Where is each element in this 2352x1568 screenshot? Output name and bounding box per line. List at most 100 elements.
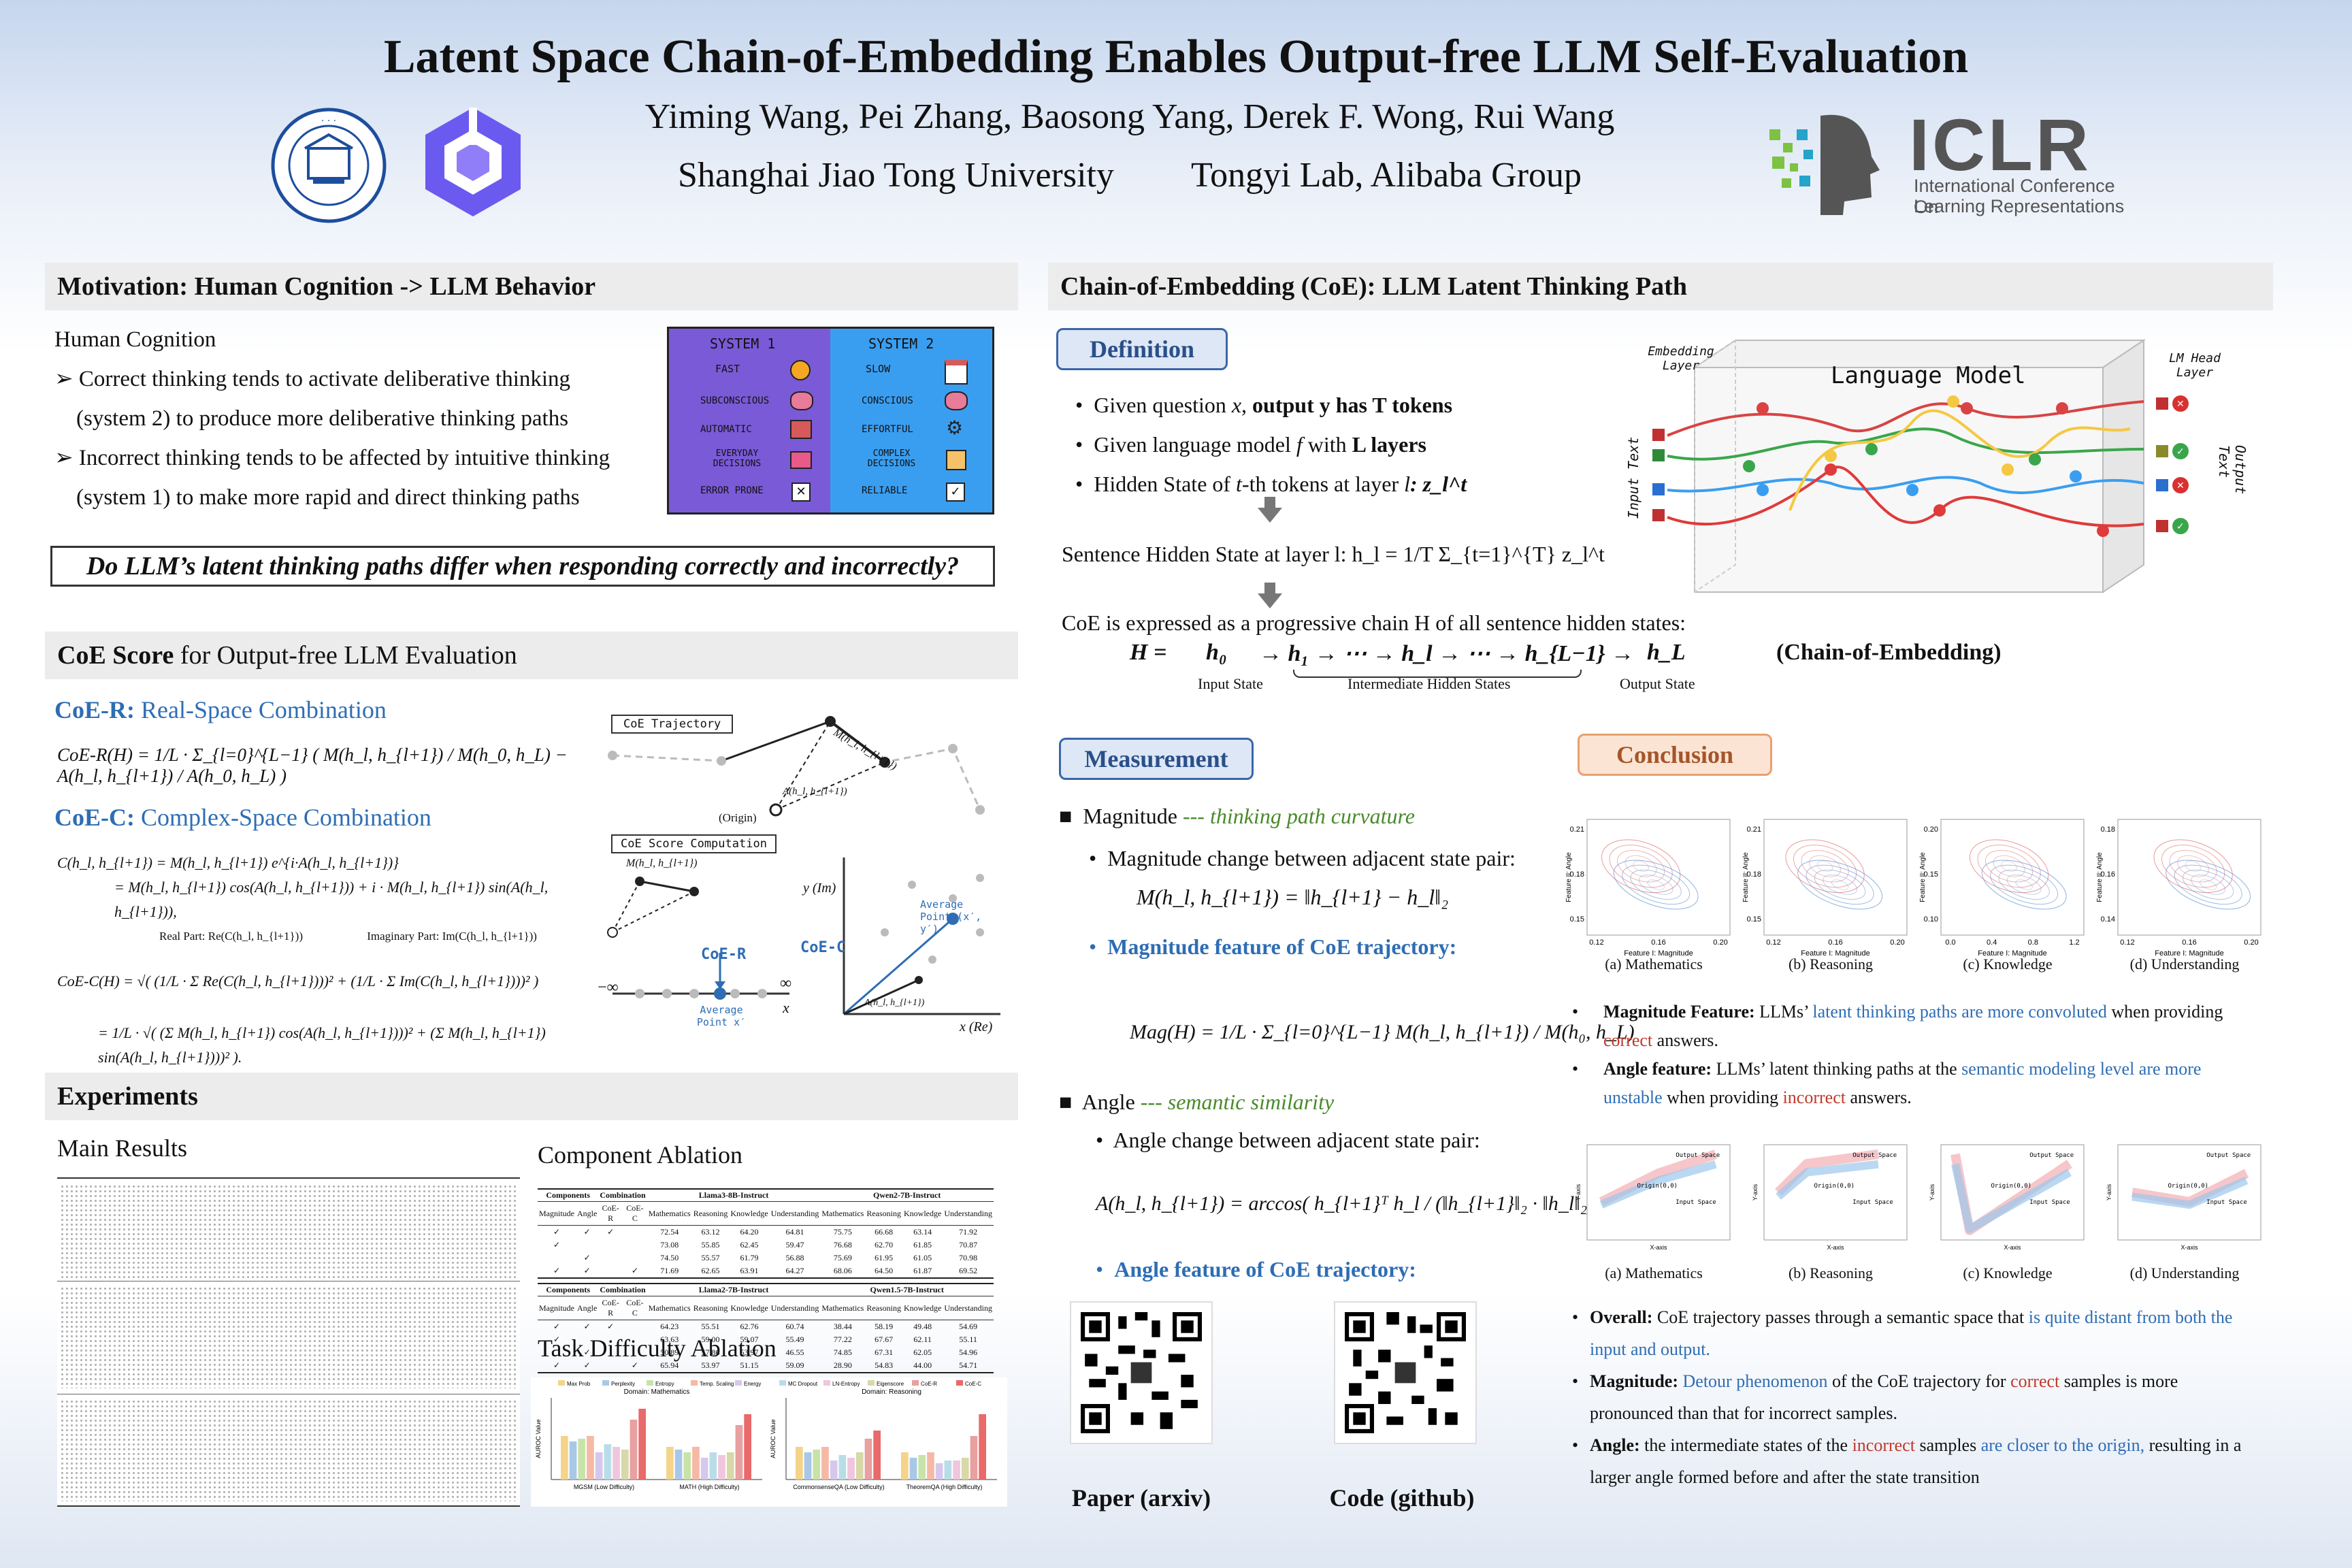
abl-cell: 62.05: [913, 1348, 932, 1357]
abl-subheader: Knowledge: [902, 1296, 943, 1320]
legend-label: Temp. Scaling: [700, 1381, 734, 1387]
square-bullet-icon-2: ■: [1059, 1090, 1073, 1114]
bar-category-label: CommonsenseQA (Low Difficulty): [793, 1484, 884, 1490]
bar: [970, 1436, 978, 1480]
abl-subheader: Knowledge: [729, 1201, 770, 1226]
abl-head-model-1: Llama3-8B-Instruct: [647, 1189, 821, 1202]
abl-cell: 51.15: [740, 1360, 759, 1370]
abl-cell: 54.83: [875, 1360, 894, 1370]
kde-contour-red: [1609, 845, 1673, 888]
bullet-incorrect-thinking-cont: (system 1) to make more rapid and direct…: [76, 485, 580, 510]
abl-cell: 71.92: [959, 1227, 978, 1237]
kde-contour-blue: [1630, 869, 1682, 900]
magnitude-feature-formula: Mag(H) = 1/L · Σ_{l=0}^{L−1} M(h_l, h_{l…: [1130, 1021, 1635, 1043]
bar: [855, 1452, 864, 1480]
code-label[interactable]: Code (github): [1329, 1484, 1475, 1512]
kde-contour-blue: [2199, 879, 2217, 890]
plane-a-label: A(h_l, h_{l+1}): [864, 998, 925, 1008]
bar: [847, 1458, 855, 1480]
traj-xlabel: X-axis: [1650, 1244, 1667, 1251]
abl-cell: 53.97: [740, 1348, 759, 1357]
experiments-header: Experiments: [45, 1073, 1018, 1120]
abl-subheader: Mathematics: [820, 1201, 866, 1226]
bullet-correct-thinking: ➢ Correct thinking tends to activate del…: [54, 367, 571, 391]
coe-c-formula-block: C(h_l, h_{l+1}) = M(h_l, h_{l+1}) e^{i·A…: [57, 851, 588, 1070]
real-part-label: Real Part: Re(C(h_l, h_{l+1})): [159, 930, 303, 943]
output-text-label: Output Text: [2216, 445, 2249, 495]
magnitude-change-text: • Magnitude change between adjacent stat…: [1089, 846, 1516, 870]
square-bullet-icon: ■: [1059, 804, 1073, 828]
abl-check: ✓: [553, 1227, 561, 1237]
traj-output-label: Output Space: [1676, 1152, 1720, 1159]
kde-ylabel: Feature II: Angle: [1919, 852, 1927, 902]
abl-cell: 28.90: [833, 1360, 852, 1370]
kde-contour-red: [2153, 839, 2233, 894]
bar: [709, 1452, 717, 1480]
system1-item-fast: FAST: [715, 363, 740, 375]
bullet-correct-thinking-cont: (system 2) to produce more deliberative …: [76, 406, 569, 431]
authors: Yiming Wang, Pei Zhang, Baosong Yang, De…: [644, 97, 1615, 136]
coe-expression-text: CoE is expressed as a progressive chain …: [1062, 610, 1686, 635]
code-qr-code[interactable]: [1335, 1303, 1475, 1443]
table-row: ✓ ✓ ✓ 72.54 63.12 64.20 64.81 75.75 66.68 63.14 71…: [538, 1226, 994, 1239]
abl-check: [623, 1252, 647, 1264]
task-difficulty-chart: Max Prob Perplexity Entropy Temp. Scaling En…: [531, 1377, 1007, 1507]
kde-contour-blue: [1831, 879, 1849, 890]
abl-check: ✓: [553, 1240, 561, 1250]
abl-check: ✓: [583, 1348, 591, 1357]
angle-formula: A(h_l, h_{l+1}) = arccos( h_{l+1}ᵀ h_l /…: [1096, 1192, 1606, 1215]
chain-name: (Chain-of-Embedding): [1776, 640, 2002, 665]
system1-item-error-prone: ERROR PRONE: [700, 485, 764, 496]
abl-check: ✓: [583, 1227, 591, 1237]
coe-c-formula-2: = M(h_l, h_{l+1}) cos(A(h_l, h_{l+1})) +…: [114, 879, 549, 920]
abl-cell: 64.50: [875, 1266, 894, 1275]
kde-frame: [1940, 819, 2085, 936]
coe-r-label: CoE-R: [701, 946, 747, 963]
abl-subheader: Understanding: [943, 1201, 994, 1226]
abl-cell: 49.48: [913, 1322, 932, 1331]
main-results-table: [57, 1177, 520, 1507]
abl-head-components: Components: [538, 1189, 599, 1202]
paper-label[interactable]: Paper (arxiv): [1071, 1484, 1211, 1512]
coe-c-formula-4: = 1/L · √( (Σ M(h_l, h_{l+1}) cos(A(h_l,…: [98, 1024, 546, 1066]
conclusion-pill: Conclusion: [1578, 734, 1772, 776]
bar: [935, 1463, 943, 1480]
coe-c-heading: CoE-C: Complex-Space Combination: [54, 804, 431, 831]
coe-r-formula: CoE-R(H) = 1/L · Σ_{l=0}^{L−1} ( M(h_l, …: [57, 745, 568, 786]
traj-xlabel: X-axis: [1827, 1244, 1844, 1251]
traj-caption-math: (a) Mathematics: [1605, 1264, 1703, 1281]
system2-item-reliable: RELIABLE: [862, 485, 908, 496]
abl-cell: 73.08: [660, 1240, 679, 1250]
abl-cell: 61.95: [875, 1253, 894, 1262]
bar: [718, 1455, 725, 1480]
kde-caption-reasoning: (b) Reasoning: [1788, 956, 1874, 973]
paper-qr-code[interactable]: [1071, 1303, 1211, 1443]
traj-ylabel: Y-axis: [1575, 1183, 1582, 1200]
kde-xtick: 0.12: [1766, 938, 1780, 947]
bar: [804, 1452, 812, 1480]
traj-caption-understanding: (d) Understanding: [2129, 1264, 2240, 1281]
abl-cell: 70.98: [959, 1253, 978, 1262]
traj-origin-label: Origin(0,0): [1637, 1183, 1678, 1190]
component-ablation-title: Component Ablation: [538, 1141, 742, 1169]
abl-cell: 55.51: [701, 1322, 720, 1331]
legend-swatch: [735, 1380, 742, 1386]
kde-contour-red: [1969, 839, 2049, 894]
kde-ylabel: Feature II: Angle: [1565, 852, 1573, 902]
iclr-subtitle-1: International Conference On: [1914, 176, 2115, 217]
table-row: ✓ 63.63 59.00 59.07 55.49 77.22 67.67 62.11 55.1…: [538, 1333, 994, 1346]
gear-icon: ⚙: [946, 416, 964, 439]
traj-band-blue: [1776, 1160, 1879, 1200]
x-box-icon: ✕: [791, 483, 811, 502]
def-bullet-question: • Given question x, output y has T token…: [1075, 393, 1453, 417]
fast-icon: [790, 360, 811, 380]
kde-xtick: 0.0: [1945, 938, 1955, 947]
motivation-bullets: ➢ Correct thinking tends to activate del…: [54, 359, 667, 517]
tongyi-logo: [412, 101, 534, 223]
abl-cell: 54.69: [959, 1322, 978, 1331]
definition-pill: Definition: [1056, 328, 1228, 370]
bar: [796, 1447, 803, 1480]
x-label: x: [783, 999, 789, 1016]
abl-head-model-2: Qwen1.5-7B-Instruct: [820, 1284, 994, 1296]
abl-cell: 63.63: [660, 1335, 679, 1344]
